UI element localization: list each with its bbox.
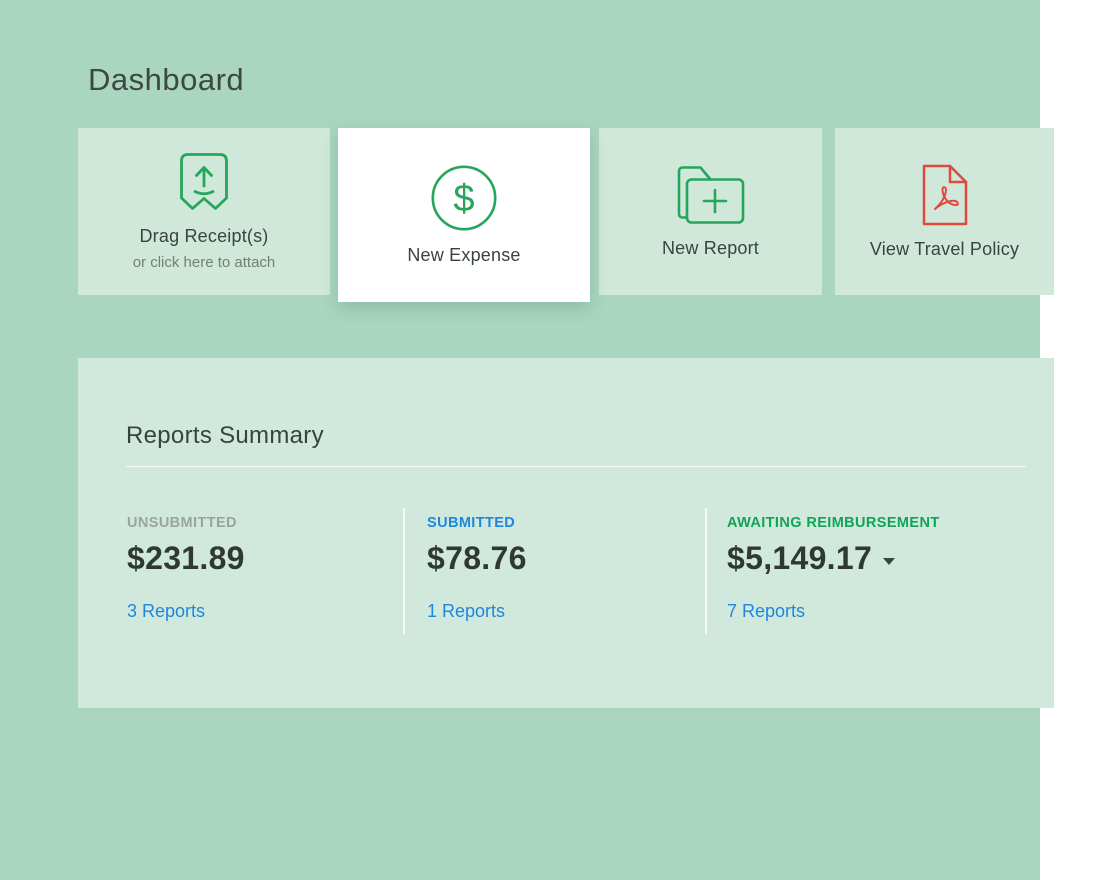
stat-submitted-label: SUBMITTED (427, 515, 516, 531)
page-title: Dashboard (88, 62, 245, 97)
new-expense-label: New Expense (407, 245, 521, 265)
stat-unsubmitted-label: UNSUBMITTED (127, 515, 237, 531)
new-report-label: New Report (661, 237, 760, 258)
stat-awaiting-reimbursement-label: AWAITING REIMBURSEMENT (727, 515, 940, 531)
stat-divider (403, 508, 405, 634)
stat-divider (705, 508, 707, 634)
reports-summary-title: Reports Summary (126, 422, 324, 449)
new-expense-card[interactable]: $ New Expense (338, 128, 590, 302)
stat-awaiting-reimbursement-reports-link[interactable]: 7 Reports (727, 601, 806, 621)
receipt-upload-icon (180, 152, 228, 213)
stat-awaiting-reimbursement: AWAITING REIMBURSEMENT $5,149.17 7 Repor… (727, 515, 940, 622)
stat-unsubmitted-amount: $231.89 (127, 540, 245, 576)
reports-summary-panel: Reports Summary UNSUBMITTED $231.89 3 Re… (78, 358, 1054, 708)
folder-plus-icon (677, 165, 745, 225)
chevron-down-icon[interactable] (883, 558, 896, 565)
drag-receipts-card[interactable]: Drag Receipt(s) or click here to attach (78, 128, 330, 295)
svg-text:$: $ (453, 178, 474, 220)
view-travel-policy-label: View Travel Policy (869, 238, 1020, 259)
drag-receipts-label: Drag Receipt(s) (139, 225, 269, 246)
stat-awaiting-reimbursement-amount: $5,149.17 (727, 540, 873, 576)
stat-submitted-amount: $78.76 (427, 540, 527, 576)
new-report-card[interactable]: New Report (599, 128, 822, 295)
view-travel-policy-card[interactable]: View Travel Policy (835, 128, 1054, 295)
stat-unsubmitted: UNSUBMITTED $231.89 3 Reports (127, 515, 245, 622)
pdf-file-icon (922, 164, 968, 226)
stat-submitted: SUBMITTED $78.76 1 Reports (427, 515, 527, 622)
summary-divider (126, 466, 1026, 467)
stat-submitted-reports-link[interactable]: 1 Reports (427, 601, 506, 621)
dollar-circle-icon: $ (430, 164, 498, 232)
stat-unsubmitted-reports-link[interactable]: 3 Reports (127, 601, 206, 621)
drag-receipts-sublabel: or click here to attach (132, 253, 276, 271)
